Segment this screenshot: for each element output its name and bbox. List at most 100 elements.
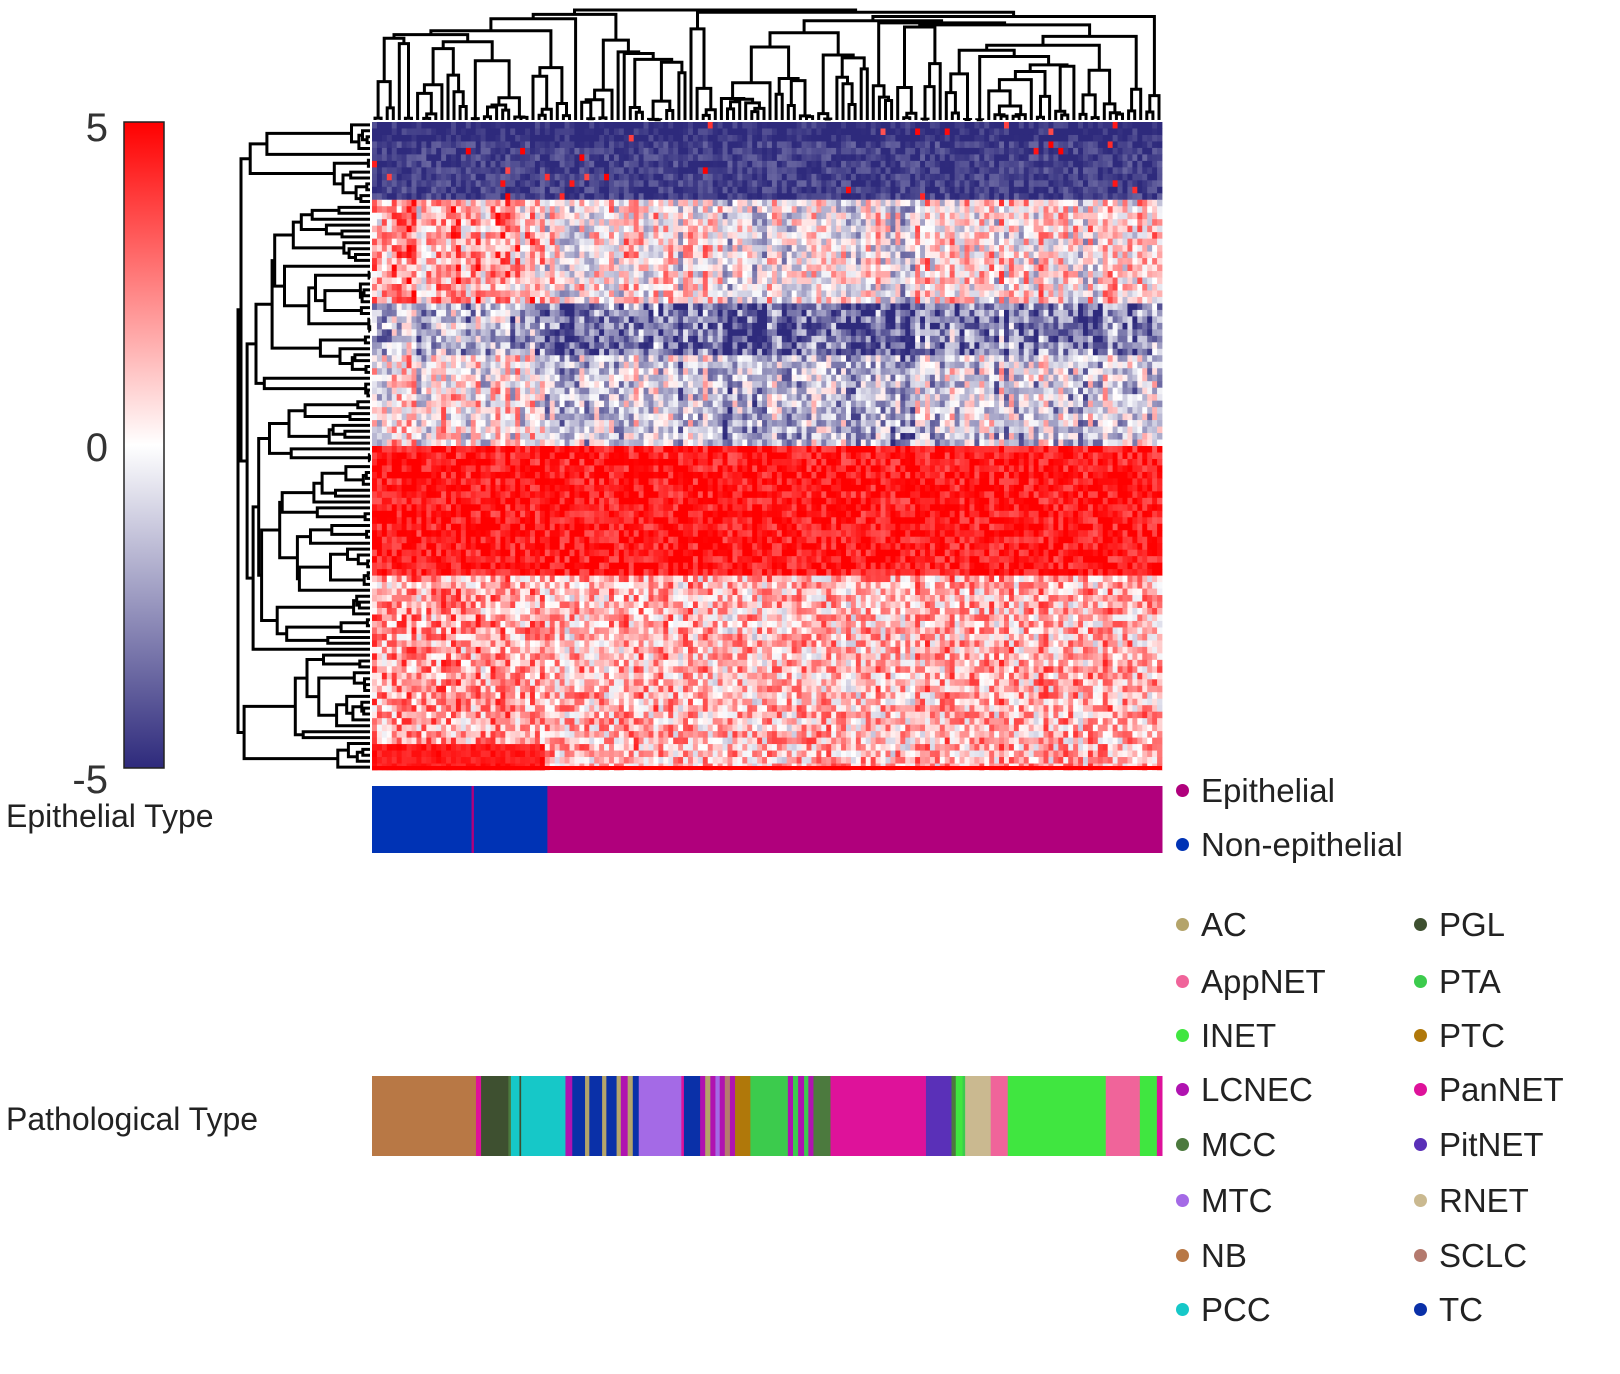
heatmap-cell [500, 258, 506, 265]
heatmap-cell [470, 219, 477, 227]
heatmap-cell [569, 180, 575, 188]
heatmap-cell [702, 303, 709, 311]
heatmap-cell [683, 154, 689, 162]
heatmap-cell [436, 134, 442, 142]
heatmap-cell [515, 154, 521, 162]
heatmap-cell [1157, 225, 1163, 233]
heatmap-cell [1063, 232, 1069, 240]
heatmap-cell [510, 219, 516, 227]
heatmap-cell [885, 160, 891, 168]
heatmap-cell [712, 141, 719, 149]
heatmap-cell [846, 251, 852, 259]
heatmap-cell [1142, 141, 1148, 149]
heatmap-cell [1112, 206, 1118, 214]
heatmap-cell [460, 154, 467, 162]
heatmap-cell [959, 264, 965, 272]
heatmap-cell [574, 134, 580, 142]
heatmap-cell [747, 316, 753, 324]
heatmap-cell [1122, 309, 1128, 317]
heatmap-cell [485, 160, 491, 168]
heatmap-cell [520, 160, 526, 168]
heatmap-cell [549, 122, 556, 129]
heatmap-cell [451, 271, 457, 278]
heatmap-cell [544, 322, 551, 330]
heatmap-cell [451, 251, 457, 259]
heatmap-cell [1063, 225, 1069, 233]
heatmap-cell [1053, 251, 1059, 259]
heatmap-cell [465, 173, 472, 181]
heatmap-cell [999, 271, 1005, 278]
heatmap-cell [865, 225, 872, 233]
heatmap-cell [525, 251, 531, 259]
heatmap-cell [801, 199, 807, 207]
heatmap-cell [441, 316, 447, 324]
heatmap-cell [1147, 167, 1153, 175]
heatmap-cell [1147, 303, 1153, 311]
heatmap-cell [381, 167, 388, 175]
heatmap-cell [880, 284, 886, 291]
heatmap-cell [791, 284, 798, 291]
heatmap-cell [638, 167, 644, 175]
heatmap-cell [989, 147, 995, 155]
heatmap-cell [421, 206, 427, 214]
heatmap-cell [1122, 154, 1128, 162]
heatmap-cell [604, 284, 610, 291]
heatmap-cell [855, 122, 862, 129]
heatmap-cell [1023, 245, 1030, 252]
heatmap-cell [841, 212, 847, 220]
heatmap-cell [732, 193, 738, 201]
heatmap-cell [673, 160, 679, 168]
heatmap-cell [757, 284, 763, 291]
heatmap-cell [673, 296, 679, 304]
heatmap-cell [1137, 173, 1143, 181]
heatmap-cell [1102, 238, 1109, 246]
heatmap-cell [1013, 141, 1020, 149]
heatmap-cell [1008, 141, 1015, 149]
heatmap-cell [826, 134, 832, 142]
heatmap-cell [520, 212, 526, 220]
heatmap-cell [826, 173, 832, 181]
heatmap-cell [490, 225, 496, 233]
heatmap-cell [1043, 290, 1049, 298]
heatmap-cell [697, 264, 704, 272]
heatmap-cell [421, 147, 427, 155]
heatmap-cell [939, 180, 946, 188]
heatmap-cell [865, 251, 872, 259]
heatmap-cell [1157, 141, 1163, 149]
heatmap-cell [455, 141, 462, 149]
heatmap-cell [855, 186, 862, 194]
heatmap-cell [1127, 141, 1133, 149]
heatmap-cell [401, 128, 407, 136]
heatmap-cell [737, 316, 743, 324]
heatmap-cell [633, 316, 640, 324]
heatmap-cell [900, 134, 906, 142]
heatmap-cell [475, 271, 482, 278]
heatmap-cell [1078, 309, 1084, 317]
heatmap-cell [836, 128, 842, 136]
heatmap-cell [426, 245, 432, 252]
heatmap-cell [1087, 167, 1094, 175]
heatmap-cell [391, 296, 398, 304]
heatmap-cell [841, 232, 847, 240]
heatmap-cell [648, 225, 654, 233]
heatmap-cell [1147, 232, 1153, 240]
heatmap-cell [737, 141, 743, 149]
heatmap-cell [1038, 160, 1044, 168]
heatmap-cell [1117, 122, 1123, 129]
heatmap-cell [376, 160, 383, 168]
heatmap-cell [579, 245, 585, 252]
heatmap-cell [1083, 232, 1089, 240]
heatmap-cell [485, 316, 491, 324]
heatmap-cell [505, 167, 511, 175]
heatmap-cell [480, 264, 486, 272]
heatmap-cell [826, 122, 832, 129]
heatmap-cell [515, 186, 521, 194]
heatmap-cell [416, 122, 422, 129]
heatmap-cell [613, 251, 620, 259]
heatmap-cell [1097, 303, 1104, 311]
heatmap-cell [609, 271, 615, 278]
heatmap-cell [920, 141, 926, 149]
heatmap-cell [653, 277, 659, 285]
heatmap-cell [648, 160, 654, 168]
heatmap-cell [1033, 147, 1039, 155]
